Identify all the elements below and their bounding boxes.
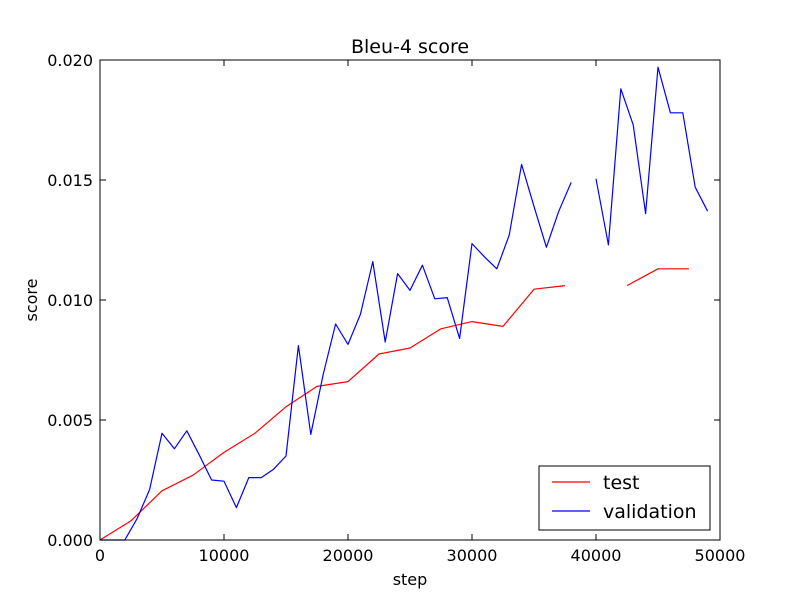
y-axis-label: score xyxy=(22,279,41,322)
x-tick-label: 40000 xyxy=(571,546,622,565)
series-layer xyxy=(99,66,709,541)
series-line-test-segment-1 xyxy=(99,285,566,541)
legend-box xyxy=(538,465,711,531)
y-tick-label: 0.005 xyxy=(47,411,93,430)
legend-label-test: test xyxy=(603,472,640,494)
x-tick-label: 30000 xyxy=(447,546,498,565)
chart-title: Bleu-4 score xyxy=(351,36,469,58)
y-tick-label: 0.015 xyxy=(47,171,93,190)
legend: test validation xyxy=(538,465,711,531)
legend-label-validation: validation xyxy=(603,501,697,523)
series-line-validation-segment-1 xyxy=(100,163,572,541)
y-tick-label: 0.020 xyxy=(47,51,93,70)
x-tick-label: 50000 xyxy=(695,546,746,565)
series-line-test-segment-2 xyxy=(626,268,689,287)
x-tick-label: 0 xyxy=(95,546,105,565)
y-axis: 0.000 0.005 0.010 0.015 0.020 xyxy=(47,51,720,550)
x-axis-label: step xyxy=(393,570,428,589)
y-tick-label: 0.000 xyxy=(47,531,93,550)
series-line-validation-segment-2 xyxy=(595,66,709,246)
x-tick-label: 10000 xyxy=(199,546,250,565)
y-tick-label: 0.010 xyxy=(47,291,93,310)
x-tick-label: 20000 xyxy=(323,546,374,565)
x-axis: 0 10000 20000 30000 40000 50000 xyxy=(95,60,746,565)
